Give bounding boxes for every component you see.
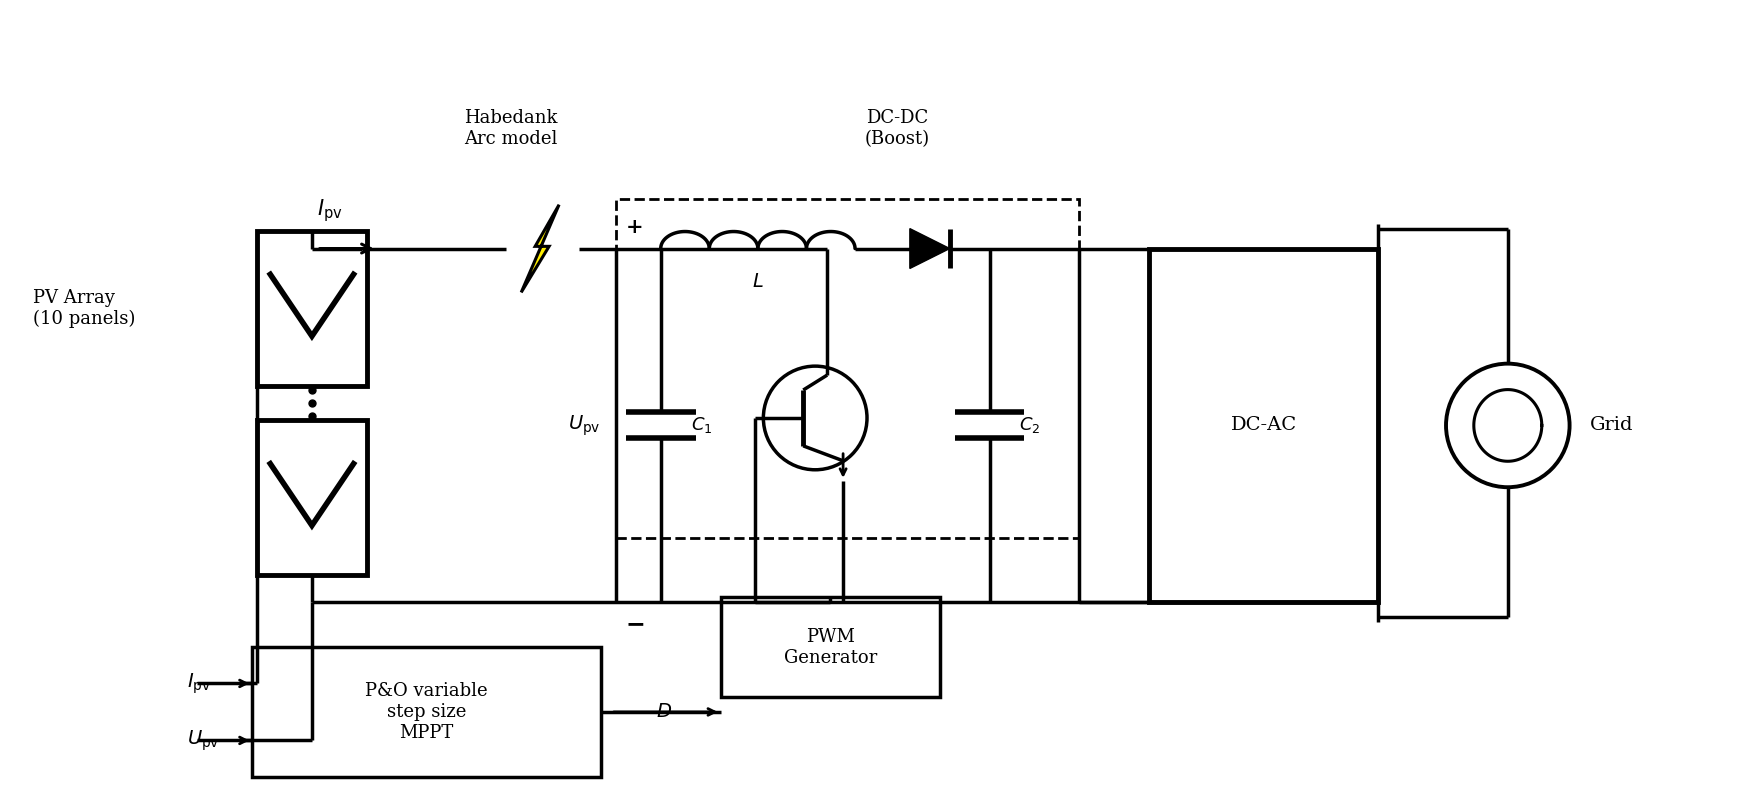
Text: +: + <box>626 217 643 237</box>
Text: $C_1$: $C_1$ <box>690 415 711 436</box>
Text: $I_\mathrm{pv}$: $I_\mathrm{pv}$ <box>316 197 343 224</box>
Text: $U_\mathrm{pv}$: $U_\mathrm{pv}$ <box>569 413 602 438</box>
Text: DC-DC
(Boost): DC-DC (Boost) <box>864 109 930 148</box>
Text: Grid: Grid <box>1589 416 1633 435</box>
Bar <box>720 597 939 697</box>
Text: $C_2$: $C_2$ <box>1019 415 1042 436</box>
Bar <box>257 231 367 385</box>
Bar <box>252 647 602 776</box>
Text: Habedank
Arc model: Habedank Arc model <box>464 109 558 148</box>
Text: $D$: $D$ <box>656 703 671 721</box>
Text: $L$: $L$ <box>751 273 763 292</box>
Bar <box>257 420 367 575</box>
Bar <box>616 199 1080 537</box>
Text: DC-AC: DC-AC <box>1231 416 1297 435</box>
Text: $U_\mathrm{pv}$: $U_\mathrm{pv}$ <box>188 728 219 753</box>
Polygon shape <box>909 229 949 268</box>
Text: −: − <box>626 612 645 636</box>
Text: $I_\mathrm{pv}$: $I_\mathrm{pv}$ <box>188 671 212 696</box>
Text: PV Array
(10 panels): PV Array (10 panels) <box>33 288 136 328</box>
Text: P&O variable
step size
MPPT: P&O variable step size MPPT <box>365 682 489 742</box>
Bar <box>1149 249 1379 602</box>
Polygon shape <box>522 204 558 292</box>
Text: PWM
Generator: PWM Generator <box>784 628 876 667</box>
